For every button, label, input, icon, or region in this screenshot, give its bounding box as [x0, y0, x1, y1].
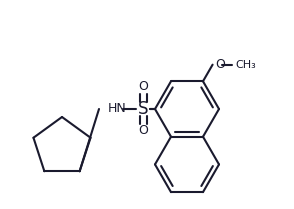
Text: O: O — [216, 58, 225, 71]
Text: O: O — [138, 80, 148, 93]
Text: HN: HN — [108, 102, 127, 116]
Text: O: O — [138, 125, 148, 138]
Text: S: S — [138, 100, 148, 118]
Text: CH₃: CH₃ — [235, 60, 256, 70]
